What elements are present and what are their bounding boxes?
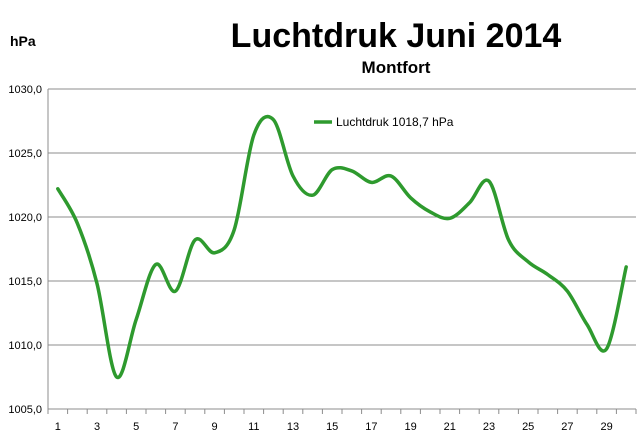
x-tick-label: 13: [287, 421, 299, 433]
x-tick-label: 17: [365, 421, 377, 433]
x-tick-label: 15: [326, 421, 338, 433]
y-tick-label: 1010,0: [8, 340, 42, 352]
y-tick-label: 1005,0: [8, 404, 42, 416]
chart-subtitle: Montfort: [362, 58, 431, 77]
x-tick-label: 23: [483, 421, 495, 433]
x-tick-label: 29: [600, 421, 612, 433]
y-tick-label: 1030,0: [8, 84, 42, 96]
x-tick-label: 11: [248, 421, 259, 433]
y-axis-label: hPa: [10, 33, 36, 49]
x-tick-label: 21: [444, 421, 456, 433]
x-tick-label: 5: [133, 421, 139, 433]
x-tick-label: 3: [94, 421, 100, 433]
y-tick-label: 1020,0: [8, 212, 42, 224]
series-line: [56, 114, 628, 379]
y-tick-label: 1015,0: [8, 276, 42, 288]
legend-label: Luchtdruk 1018,7 hPa: [336, 115, 454, 129]
x-tick-label: 1: [55, 421, 61, 433]
x-tick-label: 7: [172, 421, 178, 433]
x-tick-label: 9: [212, 421, 218, 433]
chart-title: Luchtdruk Juni 2014: [231, 17, 562, 55]
x-tick-label: 25: [522, 421, 534, 433]
x-tick-label: 19: [404, 421, 416, 433]
x-tick-label: 27: [561, 421, 573, 433]
y-tick-label: 1025,0: [8, 148, 42, 160]
